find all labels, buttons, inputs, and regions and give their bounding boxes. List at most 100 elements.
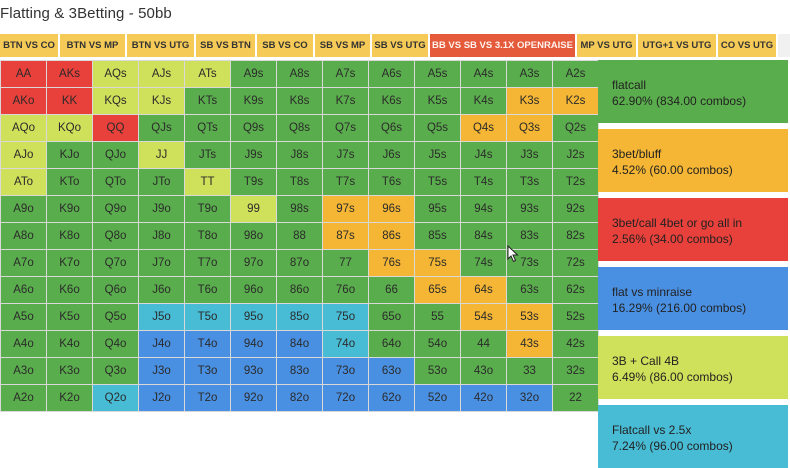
hand-cell[interactable]: 94s xyxy=(461,196,506,222)
hand-cell[interactable]: K3o xyxy=(47,358,92,384)
hand-cell[interactable]: 88 xyxy=(277,223,322,249)
hand-cell[interactable]: QJs xyxy=(139,115,184,141)
tab-utg1-vs-utg[interactable]: UTG+1 VS UTG xyxy=(638,34,718,57)
hand-cell[interactable]: K8o xyxy=(47,223,92,249)
hand-cell[interactable]: 83o xyxy=(277,358,322,384)
hand-cell[interactable]: 53s xyxy=(507,304,552,330)
hand-cell[interactable]: 74o xyxy=(323,331,368,357)
hand-cell[interactable]: Q9o xyxy=(93,196,138,222)
hand-cell[interactable]: Q6o xyxy=(93,277,138,303)
legend-flat-vs-minraise[interactable]: flat vs minraise 16.29% (216.00 combos) xyxy=(598,267,788,330)
hand-cell[interactable]: A5s xyxy=(415,61,460,87)
hand-cell[interactable]: AJo xyxy=(1,142,46,168)
hand-cell[interactable]: 92o xyxy=(231,385,276,411)
hand-cell[interactable]: 54s xyxy=(461,304,506,330)
hand-cell[interactable]: 52o xyxy=(415,385,460,411)
hand-cell[interactable]: KQo xyxy=(47,115,92,141)
legend-flatcall-vs-2-5x[interactable]: Flatcall vs 2.5x 7.24% (96.00 combos) xyxy=(598,405,788,468)
tab-btn-vs-mp[interactable]: BTN VS MP xyxy=(60,34,127,57)
hand-cell[interactable]: A8o xyxy=(1,223,46,249)
hand-cell[interactable]: 32o xyxy=(507,385,552,411)
hand-cell[interactable]: 87o xyxy=(277,250,322,276)
hand-cell[interactable]: 98o xyxy=(231,223,276,249)
hand-cell[interactable]: 65s xyxy=(415,277,460,303)
hand-cell[interactable]: J5s xyxy=(415,142,460,168)
hand-cell[interactable]: T4s xyxy=(461,169,506,195)
hand-cell[interactable]: J2s xyxy=(553,142,598,168)
hand-cell[interactable]: K9o xyxy=(47,196,92,222)
hand-cell[interactable]: 44 xyxy=(461,331,506,357)
hand-cell[interactable]: T7s xyxy=(323,169,368,195)
hand-cell[interactable]: 82s xyxy=(553,223,598,249)
hand-cell[interactable]: T5s xyxy=(415,169,460,195)
hand-cell[interactable]: J9s xyxy=(231,142,276,168)
hand-cell[interactable]: A9o xyxy=(1,196,46,222)
hand-cell[interactable]: T2o xyxy=(185,385,230,411)
legend-3bet-bluff[interactable]: 3bet/bluff 4.52% (60.00 combos) xyxy=(598,129,788,192)
hand-cell[interactable]: 84s xyxy=(461,223,506,249)
hand-cell[interactable]: Q7s xyxy=(323,115,368,141)
hand-cell[interactable]: 97o xyxy=(231,250,276,276)
tab-sb-vs-btn[interactable]: SB VS BTN xyxy=(196,34,257,57)
hand-cell[interactable]: J2o xyxy=(139,385,184,411)
hand-cell[interactable]: 93s xyxy=(507,196,552,222)
hand-cell[interactable]: 72o xyxy=(323,385,368,411)
hand-cell[interactable]: T4o xyxy=(185,331,230,357)
hand-cell[interactable]: J4o xyxy=(139,331,184,357)
hand-cell[interactable]: J6o xyxy=(139,277,184,303)
hand-cell[interactable]: 72s xyxy=(553,250,598,276)
hand-cell[interactable]: QTs xyxy=(185,115,230,141)
hand-cell[interactable]: K4o xyxy=(47,331,92,357)
hand-cell[interactable]: J7s xyxy=(323,142,368,168)
hand-cell[interactable]: A3s xyxy=(507,61,552,87)
hand-cell[interactable]: 42s xyxy=(553,331,598,357)
hand-cell[interactable]: 86s xyxy=(369,223,414,249)
hand-cell[interactable]: 42o xyxy=(461,385,506,411)
hand-cell[interactable]: 54o xyxy=(415,331,460,357)
tab-bb-vs-sb-openraise[interactable]: BB VS SB VS 3.1X OPENRAISE xyxy=(430,34,577,57)
hand-cell[interactable]: AKs xyxy=(47,61,92,87)
hand-cell[interactable]: JJ xyxy=(139,142,184,168)
hand-cell[interactable]: 98s xyxy=(277,196,322,222)
hand-cell[interactable]: 93o xyxy=(231,358,276,384)
hand-cell[interactable]: 53o xyxy=(415,358,460,384)
hand-cell[interactable]: 65o xyxy=(369,304,414,330)
hand-cell[interactable]: 66 xyxy=(369,277,414,303)
hand-cell[interactable]: K2s xyxy=(553,88,598,114)
hand-cell[interactable]: J3o xyxy=(139,358,184,384)
hand-cell[interactable]: 62o xyxy=(369,385,414,411)
hand-cell[interactable]: Q9s xyxy=(231,115,276,141)
hand-cell[interactable]: T6s xyxy=(369,169,414,195)
hand-cell[interactable]: KQs xyxy=(93,88,138,114)
hand-cell[interactable]: KTo xyxy=(47,169,92,195)
hand-cell[interactable]: T2s xyxy=(553,169,598,195)
hand-cell[interactable]: K7o xyxy=(47,250,92,276)
hand-cell[interactable]: A9s xyxy=(231,61,276,87)
hand-cell[interactable]: 99 xyxy=(231,196,276,222)
hand-cell[interactable]: 86o xyxy=(277,277,322,303)
hand-cell[interactable]: 77 xyxy=(323,250,368,276)
hand-cell[interactable]: A7s xyxy=(323,61,368,87)
hand-cell[interactable]: 85o xyxy=(277,304,322,330)
hand-cell[interactable]: 62s xyxy=(553,277,598,303)
hand-cell[interactable]: AKo xyxy=(1,88,46,114)
hand-cell[interactable]: A5o xyxy=(1,304,46,330)
hand-cell[interactable]: T9o xyxy=(185,196,230,222)
hand-cell[interactable]: K6s xyxy=(369,88,414,114)
hand-cell[interactable]: ATs xyxy=(185,61,230,87)
hand-cell[interactable]: K8s xyxy=(277,88,322,114)
hand-cell[interactable]: 96o xyxy=(231,277,276,303)
tab-mp-vs-utg[interactable]: MP VS UTG xyxy=(577,34,638,57)
hand-cell[interactable]: Q3s xyxy=(507,115,552,141)
hand-cell[interactable]: AA xyxy=(1,61,46,87)
hand-cell[interactable]: 76s xyxy=(369,250,414,276)
hand-cell[interactable]: AJs xyxy=(139,61,184,87)
hand-cell[interactable]: 94o xyxy=(231,331,276,357)
hand-cell[interactable]: K6o xyxy=(47,277,92,303)
hand-cell[interactable]: 92s xyxy=(553,196,598,222)
hand-cell[interactable]: K7s xyxy=(323,88,368,114)
hand-cell[interactable]: 97s xyxy=(323,196,368,222)
hand-cell[interactable]: 32s xyxy=(553,358,598,384)
hand-cell[interactable]: A2o xyxy=(1,385,46,411)
hand-cell[interactable]: 87s xyxy=(323,223,368,249)
